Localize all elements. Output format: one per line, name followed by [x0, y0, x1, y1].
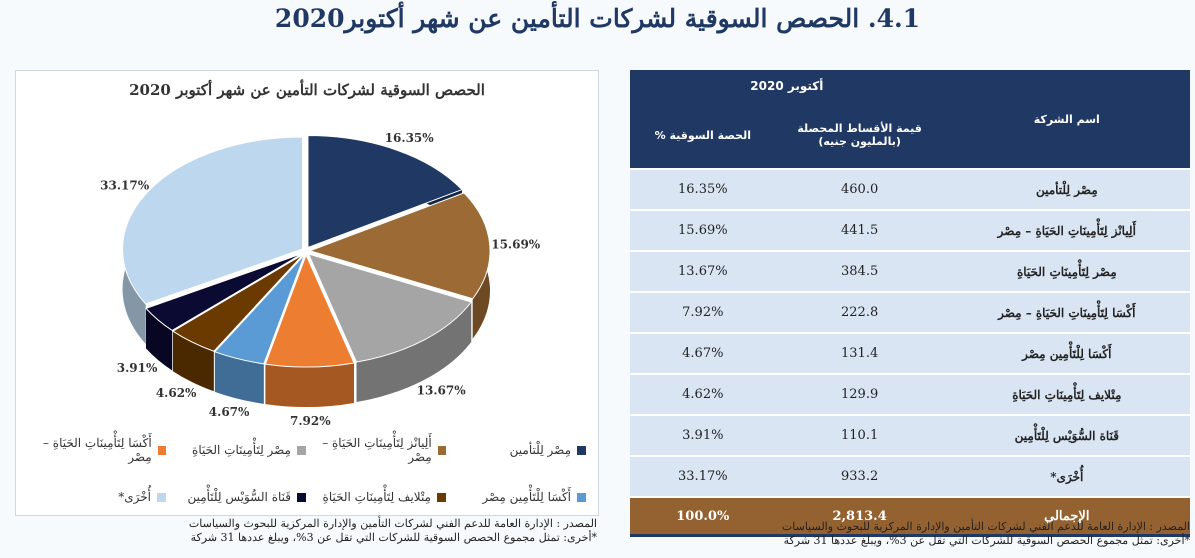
legend-item: أَكْسَا لِلْتَأْمِين مِصْر — [446, 490, 586, 504]
table-row: أُخْرَى* 933.2 33.17% — [630, 455, 1190, 497]
total-premiums: 2,813.4 — [775, 496, 944, 537]
cell-share: 4.67% — [630, 332, 776, 374]
pie-slice — [145, 252, 304, 332]
cell-company: قَنَاة السُّوَيْس لِلْتَأْمِين — [943, 414, 1190, 456]
slice-side — [214, 351, 264, 404]
legend-label: مِتْلايف لِتَأْمِينَاتِ الحَيَاةِ — [322, 490, 431, 504]
others-note: *أخرى: تمثل مجموع الحصص السوقية للشركات … — [783, 534, 1190, 547]
cell-premiums: 384.5 — [775, 250, 944, 292]
legend-swatch — [157, 445, 166, 455]
cell-premiums: 129.9 — [775, 373, 944, 415]
cell-share: 7.92% — [630, 291, 776, 333]
cell-premiums: 222.8 — [775, 291, 944, 333]
pie-slice — [171, 253, 304, 352]
data-label: 4.67% — [209, 405, 250, 419]
cell-share: 33.17% — [630, 455, 776, 497]
cell-company: أَكْسَا لِلْتَأْمِين مِصْر — [943, 332, 1190, 374]
source-note: المصدر : الإدارة العامة للدعم الفني لشرك… — [188, 517, 597, 530]
legend-item: مِصْر لِتَأْمِينَاتِ الحَيَاةِ — [166, 436, 306, 464]
pie-slice — [307, 253, 473, 363]
legend-label: أَكْسَا لِتَأْمِينَاتِ الحَيَاةِ – مِصْر — [42, 436, 152, 464]
chart-title: الحصص السوقية لشركات التأمين عن شهر أكتو… — [129, 81, 485, 99]
legend-swatch — [577, 445, 586, 455]
cell-share: 3.91% — [630, 414, 776, 456]
header-company: اسم الشركة — [943, 70, 1190, 169]
data-label: 33.17% — [100, 178, 150, 192]
legend-swatch — [157, 492, 166, 502]
total-row: الإجمالي 2,813.4 100.0% — [630, 496, 1190, 537]
cell-premiums: 131.4 — [775, 332, 944, 374]
legend-item: أُخْرَى* — [26, 490, 166, 504]
legend-swatch — [297, 492, 306, 502]
header-premiums: قيمة الأقساط المحصلة (بالمليون جنيه) — [775, 102, 944, 169]
table-row: أَكْسَا لِلْتَأْمِين مِصْر 131.4 4.67% — [630, 332, 1190, 374]
cell-company: أَكْسَا لِتَأْمِينَاتِ الحَيَاةِ – مِصْر — [943, 291, 1190, 333]
pie-slice — [264, 253, 355, 368]
total-company: الإجمالي — [943, 496, 1190, 537]
legend-swatch — [437, 445, 446, 455]
cell-premiums: 460.0 — [775, 168, 944, 210]
page-title: 4.1. الحصص السوقية لشركات التأمين عن شهر… — [274, 4, 921, 33]
slice-side — [356, 302, 472, 403]
data-label: 16.35% — [385, 131, 435, 145]
pie-slice — [122, 136, 304, 305]
table-row: أَكْسَا لِتَأْمِينَاتِ الحَيَاةِ – مِصْر… — [630, 291, 1190, 333]
total-share: 100.0% — [630, 496, 776, 537]
cell-premiums: 933.2 — [775, 455, 944, 497]
legend-label: أَكْسَا لِلْتَأْمِين مِصْر — [482, 490, 571, 504]
legend-item: أَلِيانْز لِتَأْمِينَاتِ الحَيَاةِ – مِص… — [306, 436, 446, 464]
legend-label: قَنَاة السُّوَيْس لِلْتَأْمِين — [187, 490, 291, 504]
legend-item: مِتْلايف لِتَأْمِينَاتِ الحَيَاةِ — [306, 490, 446, 504]
cell-share: 13.67% — [630, 250, 776, 292]
cell-company: أَلِيانْز لِتَأْمِينَاتِ الحَيَاةِ – مِص… — [943, 209, 1190, 251]
legend-item: أَكْسَا لِتَأْمِينَاتِ الحَيَاةِ – مِصْر — [26, 436, 166, 464]
legend-swatch — [437, 492, 446, 502]
table-row: مِصْر لِتَأْمِينَاتِ الحَيَاةِ 384.5 13.67… — [630, 250, 1190, 292]
cell-company: مِصْر لِلْتأمين — [943, 168, 1190, 210]
slice-side — [265, 362, 355, 407]
header-period: أكتوبر 2020 — [630, 70, 944, 102]
legend-swatch — [577, 492, 586, 502]
data-label: 3.91% — [117, 361, 158, 375]
pie-chart: 16.35% 15.69% 13.67% 7.92% 4.67% 4.62% 3.91% 33… — [100, 131, 541, 428]
market-share-table: اسم الشركة أكتوبر 2020 قيمة الأقساط المح… — [630, 70, 1190, 537]
cell-premiums: 441.5 — [775, 209, 944, 251]
legend-item: مِصْر لِلْتأمين — [446, 436, 586, 464]
legend-label: مِصْر لِلْتأمين — [509, 443, 571, 457]
chart-notes: المصدر : الإدارة العامة للدعم الفني لشرك… — [15, 517, 597, 545]
cell-share: 4.62% — [630, 373, 776, 415]
slice-side — [172, 331, 214, 392]
pie-slice — [307, 135, 463, 249]
cell-company: مِصْر لِتَأْمِينَاتِ الحَيَاةِ — [943, 250, 1190, 292]
legend-label: مِصْر لِتَأْمِينَاتِ الحَيَاةِ — [192, 443, 291, 457]
cell-company: مِتْلايف لِتَأْمِينَاتِ الحَيَاةِ — [943, 373, 1190, 415]
data-label: 4.62% — [156, 386, 197, 400]
data-label: 7.92% — [290, 414, 331, 428]
chart-panel: الحصص السوقية لشركات التأمين عن شهر أكتو… — [15, 70, 599, 516]
cell-share: 16.35% — [630, 168, 776, 210]
legend-item: قَنَاة السُّوَيْس لِلْتَأْمِين — [166, 490, 306, 504]
legend: مِصْر لِلْتأمين أَلِيانْز لِتَأْمِينَاتِ … — [26, 436, 586, 504]
table-row: مِصْر لِلْتأمين 460.0 16.35% — [630, 168, 1190, 210]
table-row: أَلِيانْز لِتَأْمِينَاتِ الحَيَاةِ – مِص… — [630, 209, 1190, 251]
table-row: قَنَاة السُّوَيْس لِلْتَأْمِين 110.1 3.91% — [630, 414, 1190, 456]
legend-swatch — [297, 445, 306, 455]
legend-label: أَلِيانْز لِتَأْمِينَاتِ الحَيَاةِ – مِص… — [322, 436, 432, 464]
legend-label: أُخْرَى* — [118, 490, 151, 504]
pie-slice — [213, 254, 306, 365]
data-label: 13.67% — [417, 384, 467, 398]
pie-slice — [308, 192, 491, 300]
cell-share: 15.69% — [630, 209, 776, 251]
cell-premiums: 110.1 — [775, 414, 944, 456]
source-note: المصدر : الإدارة العامة للدعم الفني لشرك… — [781, 520, 1190, 533]
table-row: مِتْلايف لِتَأْمِينَاتِ الحَيَاةِ 129.9 4.… — [630, 373, 1190, 415]
data-label: 15.69% — [491, 237, 541, 251]
slice-side — [145, 308, 173, 371]
table-notes: المصدر : الإدارة العامة للدعم الفني لشرك… — [630, 520, 1190, 548]
others-note: *أخرى: تمثل مجموع الحصص السوقية للشركات … — [190, 531, 597, 544]
cell-company: أُخْرَى* — [943, 455, 1190, 497]
header-share: الحصة السوقية % — [630, 102, 776, 169]
